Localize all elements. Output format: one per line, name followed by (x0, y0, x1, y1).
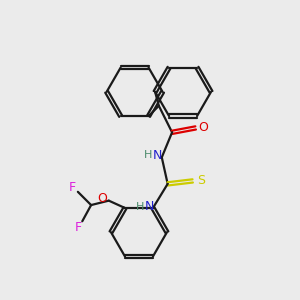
Text: F: F (74, 220, 81, 234)
Text: N: N (145, 200, 154, 213)
Text: F: F (68, 181, 76, 194)
Text: O: O (198, 122, 208, 134)
Text: H: H (136, 202, 144, 212)
Text: O: O (98, 192, 107, 206)
Text: N: N (153, 148, 162, 161)
Text: S: S (197, 174, 205, 188)
Text: H: H (143, 150, 152, 160)
